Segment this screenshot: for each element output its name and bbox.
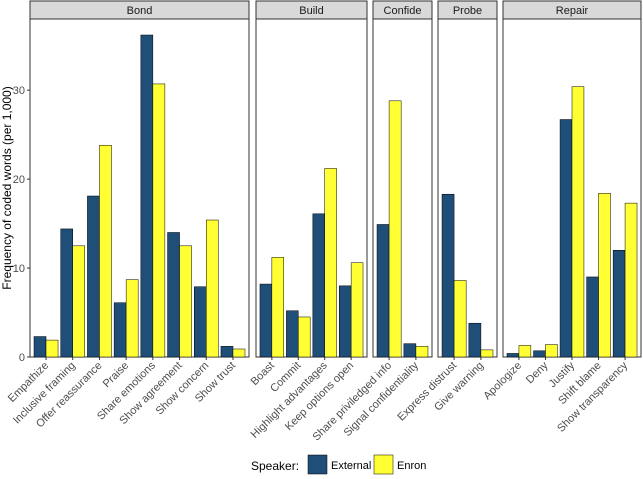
bar-boast-external bbox=[259, 283, 273, 358]
legend-label-enron: Enron bbox=[397, 460, 426, 472]
bar-highlight-advantages-external bbox=[312, 213, 325, 358]
bar-show-concern-enron bbox=[206, 219, 219, 358]
bar-signal-confidentiality-enron bbox=[415, 346, 429, 358]
bar-praise-external bbox=[113, 302, 127, 358]
bar-share-emotions-external bbox=[140, 34, 154, 358]
bar-offer-reassurance-external bbox=[87, 195, 100, 358]
bar-share-priviledged-info-external bbox=[376, 224, 390, 358]
bar-show-trust-external bbox=[220, 346, 234, 358]
bar-signal-confidentiality-external bbox=[403, 343, 417, 358]
legend-label-external: External bbox=[331, 460, 371, 472]
bar-inclusive-framing-external bbox=[60, 228, 73, 358]
bar-apologize-enron bbox=[518, 345, 532, 358]
bar-share-priviledged-info-enron bbox=[388, 100, 402, 358]
bar-share-emotions-enron bbox=[152, 83, 166, 358]
legend-key-external bbox=[307, 454, 328, 475]
bar-show-concern-external bbox=[194, 286, 207, 358]
bar-boast-enron bbox=[271, 257, 285, 358]
bar-show-trust-enron bbox=[232, 348, 246, 358]
bar-commit-enron bbox=[298, 316, 311, 358]
legend: Speaker: External Enron bbox=[251, 454, 426, 475]
y-axis: 0 10 20 30 bbox=[13, 85, 30, 364]
bar-show-agreement-enron bbox=[179, 245, 192, 358]
bar-empathize-external bbox=[33, 336, 47, 358]
strip-title: Build bbox=[299, 5, 323, 17]
bar-justify-external bbox=[559, 119, 573, 358]
bar-praise-enron bbox=[125, 279, 139, 358]
y-tick-label: 0 bbox=[19, 352, 25, 364]
y-tick-label: 10 bbox=[13, 263, 25, 275]
bar-show-agreement-external bbox=[167, 232, 180, 358]
x-tick-label: Apologize bbox=[481, 360, 524, 403]
y-tick-label: 30 bbox=[13, 85, 25, 97]
bar-shift-blame-external bbox=[586, 276, 599, 358]
legend-key-enron bbox=[373, 454, 394, 475]
bar-shift-blame-enron bbox=[598, 193, 611, 358]
bar-justify-enron bbox=[571, 86, 585, 358]
bar-inclusive-framing-enron bbox=[72, 245, 85, 358]
y-axis-title: Frequency of coded words (per 1,000) bbox=[0, 86, 14, 289]
bar-commit-external bbox=[286, 310, 299, 358]
strip-title: Repair bbox=[556, 5, 589, 17]
bar-keep-options-open-enron bbox=[350, 262, 364, 358]
strip-title: Probe bbox=[453, 5, 482, 17]
bar-show-transparency-external bbox=[612, 250, 626, 358]
bar-offer-reassurance-enron bbox=[99, 145, 112, 358]
bar-empathize-enron bbox=[45, 339, 59, 358]
bar-highlight-advantages-enron bbox=[324, 168, 337, 358]
bar-express-distrust-external bbox=[441, 193, 455, 358]
bar-give-warning-external bbox=[468, 322, 482, 358]
strip-title: Bond bbox=[127, 5, 153, 17]
y-tick-label: 20 bbox=[13, 174, 25, 186]
bar-show-transparency-enron bbox=[624, 202, 638, 358]
strip-title: Confide bbox=[384, 5, 422, 17]
legend-title: Speaker: bbox=[251, 459, 299, 473]
bar-keep-options-open-external bbox=[339, 285, 352, 358]
bar-apologize-external bbox=[506, 353, 520, 358]
bar-deny-enron bbox=[545, 344, 558, 358]
bar-deny-external bbox=[533, 350, 546, 358]
bar-express-distrust-enron bbox=[453, 280, 467, 358]
bar-give-warning-enron bbox=[480, 349, 494, 358]
